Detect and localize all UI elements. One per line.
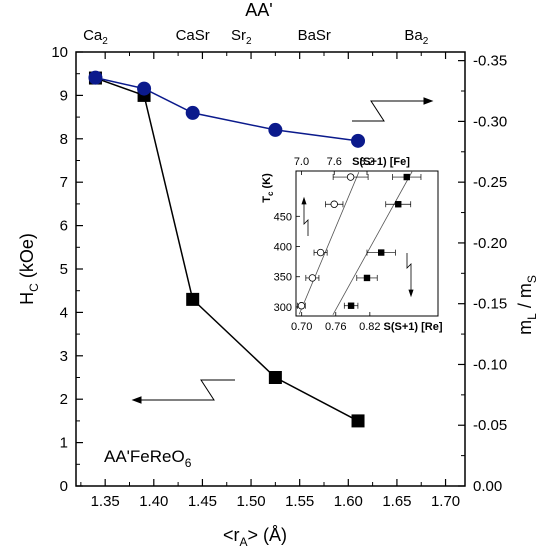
inset-axis-ticks: 0.70 0.76 0.82 7.0 7.6 8.2 300 350 400 450 — [274, 156, 381, 333]
top-tick-main: CaSr — [176, 27, 210, 44]
hc-data-point — [186, 292, 200, 306]
inset-plot-frame — [295, 170, 439, 317]
x-tick-label: 1.50 — [236, 493, 265, 510]
top-tick-label: Ca2 — [83, 27, 108, 47]
ml-ms-data-point — [351, 133, 366, 148]
inset-plot: 0.70 0.76 0.82 7.0 7.6 8.2 300 350 400 450 S(S+1)… — [261, 156, 443, 333]
inset-y-tick-label: 300 — [274, 302, 292, 314]
re-fit-line — [332, 170, 413, 315]
y-right-axis-label: mL / mS — [515, 275, 539, 335]
re-data-point — [378, 249, 385, 256]
inset-bottom-axis-arrow — [406, 253, 414, 298]
fe-data-point — [330, 200, 338, 208]
top-tick-label: BaSr — [298, 27, 331, 44]
y-left-axis-label: HC (kOe) — [17, 233, 41, 305]
y-left-tick-label: 10 — [51, 44, 68, 61]
fe-data-point — [308, 274, 317, 282]
top-tick-main: BaSr — [298, 27, 331, 44]
chart-annotation: AA'FeReO6 — [104, 447, 192, 470]
left-axis-arrow — [131, 379, 235, 404]
inset-x-bottom-tick-label: 0.70 — [291, 321, 312, 333]
y-left-tick-label: 3 — [60, 348, 68, 365]
inset-bottom-axis-label: S(S+1) [Re] — [384, 321, 443, 333]
y-left-tick-label: 6 — [60, 218, 68, 235]
y-left-tick-label: 2 — [60, 391, 68, 408]
top-tick-main: Ba — [404, 27, 423, 44]
x-tick-label: 1.40 — [139, 493, 168, 510]
top-tick-sub: 2 — [246, 36, 252, 47]
x-tick-label: 1.55 — [285, 493, 314, 510]
inset-y-axis-label: Tc (K) — [261, 173, 275, 203]
x-tick-label: 1.35 — [91, 493, 120, 510]
re-data-point — [363, 274, 371, 282]
x-tick-label: 1.60 — [334, 493, 363, 510]
re-data-point — [395, 201, 402, 208]
x-axis-label: <rA> (Å) — [223, 525, 287, 549]
inset-x-bottom-tick-label: 0.82 — [359, 321, 380, 333]
top-tick-label: CaSr — [176, 27, 210, 44]
ml-ms-data-point — [137, 81, 152, 96]
inset-y-tick-label: 400 — [274, 242, 292, 254]
inset-y-tick-label: 450 — [274, 211, 292, 223]
ml-ms-data-point — [268, 122, 283, 137]
right-axis-arrow — [352, 97, 434, 122]
re-data-point — [403, 173, 410, 181]
y-right-tick-label: 0.00 — [473, 478, 502, 495]
y-left-tick-label: 8 — [60, 131, 68, 148]
hc-data-point — [268, 371, 282, 384]
y-left-tick-label: 1 — [60, 435, 68, 452]
top-tick-main: Sr — [231, 27, 246, 44]
y-right-tick-label: -0.05 — [473, 417, 507, 434]
y-right-tick-label: -0.30 — [473, 113, 507, 130]
ml-ms-series-line — [95, 76, 359, 142]
y-right-tick-label: -0.15 — [473, 296, 507, 313]
y-right-tick-label: -0.25 — [473, 174, 507, 191]
y-left-tick-label: 0 — [60, 478, 68, 495]
y-right-tick-label: -0.20 — [473, 235, 507, 252]
y-left-tick-label: 9 — [60, 87, 68, 104]
x-tick-label: 1.65 — [382, 493, 411, 510]
fe-data-point — [346, 173, 355, 181]
top-tick-sub: 2 — [102, 36, 108, 47]
y-left-tick-label: 7 — [60, 174, 68, 191]
inset-y-tick-label: 350 — [274, 272, 292, 284]
inset-top-axis-arrow — [301, 196, 309, 236]
y-right-tick-label: -0.10 — [473, 356, 507, 373]
fe-data-point — [297, 302, 306, 310]
ml-ms-data-point — [88, 70, 103, 85]
inset-x-top-tick-label: 7.0 — [294, 156, 309, 168]
fe-fit-line — [298, 172, 360, 315]
inset-top-axis-label: S(S+1) [Fe] — [352, 156, 410, 168]
top-tick-sub: 2 — [423, 36, 429, 47]
hc-data-point — [351, 414, 365, 428]
main-series — [88, 70, 366, 428]
y-left-tick-label: 4 — [60, 304, 68, 321]
re-data-point — [347, 302, 355, 309]
inset-series — [297, 170, 422, 315]
inset-x-top-tick-label: 8.2 — [359, 156, 374, 168]
ml-ms-data-point — [185, 105, 200, 120]
x-tick-label: 1.45 — [188, 493, 217, 510]
inset-x-top-tick-label: 7.6 — [327, 156, 342, 168]
inset-x-bottom-tick-label: 0.76 — [325, 321, 346, 333]
y-left-tick-label: 5 — [60, 261, 68, 278]
top-tick-label: Ba2 — [404, 27, 428, 47]
top-tick-label: Sr2 — [231, 27, 252, 47]
top-tick-main: Ca — [83, 27, 103, 44]
top-axis-label: AA' — [245, 0, 272, 20]
fe-data-point — [316, 248, 325, 257]
y-right-tick-label: -0.35 — [473, 53, 507, 70]
main-axis-ticks: 1.35 1.40 1.45 1.50 1.55 1.60 1.65 1.70 0 1 2 3 4 5 6 7… — [51, 27, 507, 510]
x-tick-label: 1.70 — [431, 493, 460, 510]
